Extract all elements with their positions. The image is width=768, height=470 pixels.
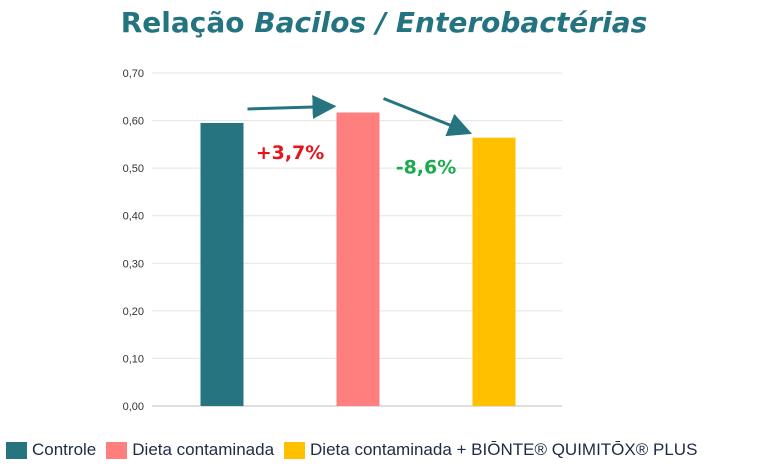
bar	[200, 122, 244, 406]
bar	[336, 112, 380, 406]
legend-swatch-dieta-biont	[284, 441, 306, 459]
legend-item-dieta-contaminada: Dieta contaminada	[106, 440, 274, 460]
chart-title: Relação Bacilos / Enterobactérias	[0, 6, 768, 39]
y-tick-label: 0,60	[123, 116, 144, 128]
y-tick-label: 0,70	[123, 68, 144, 80]
legend-label-controle: Controle	[32, 440, 97, 459]
chart-title-emphasis: Bacilos / Enterobactérias	[254, 6, 648, 39]
change-arrow	[247, 95, 337, 120]
y-tick-label: 0,30	[123, 258, 144, 270]
change-arrow	[382, 97, 473, 137]
bar	[472, 137, 516, 406]
legend-label-dieta-biont: Dieta contaminada + BIŌNTE® QUIMITŌX® PL…	[310, 440, 698, 459]
legend-item-dieta-biont: Dieta contaminada + BIŌNTE® QUIMITŌX® PL…	[284, 440, 697, 460]
legend-swatch-dieta-contaminada	[106, 441, 128, 459]
legend-swatch-controle	[6, 441, 27, 459]
y-tick-label: 0,20	[123, 306, 144, 318]
legend-item-controle: Controle	[6, 440, 96, 460]
y-tick-label: 0,50	[123, 163, 144, 175]
chart-title-prefix: Relação	[120, 6, 245, 39]
change-label: -8,6%	[396, 157, 457, 179]
y-tick-label: 0,10	[123, 353, 144, 365]
y-tick-label: 0,40	[123, 211, 144, 223]
y-tick-label: 0,00	[123, 401, 144, 413]
change-label: +3,7%	[256, 142, 325, 164]
legend: Controle Dieta contaminada Dieta contami…	[6, 440, 707, 460]
legend-label-dieta-contaminada: Dieta contaminada	[132, 440, 275, 459]
